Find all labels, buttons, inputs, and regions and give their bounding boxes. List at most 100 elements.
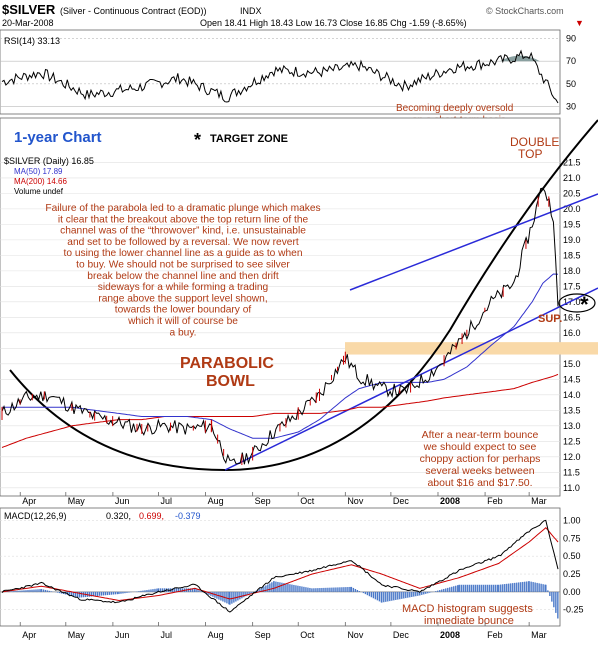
- bounce-note-line: about $16 and $17.50.: [427, 477, 532, 489]
- chart-title: 1-year Chart: [14, 129, 102, 146]
- down-arrow-icon: ▼: [575, 18, 584, 28]
- ma50-line: [2, 273, 559, 439]
- x-tick-label: Jul: [160, 496, 172, 506]
- x-tick-label: Sep: [255, 496, 271, 506]
- commentary-text: Failure of the parabola led to a dramati…: [45, 203, 320, 338]
- price-tick-label: 20.0: [563, 204, 581, 214]
- parabolic-label: PARABOLIC: [180, 355, 274, 372]
- x-tick-label: Nov: [347, 630, 364, 640]
- x-tick-label: Nov: [347, 496, 364, 506]
- price-tick-label: 19.5: [563, 219, 581, 229]
- legend-volume: Volume undef: [14, 187, 64, 196]
- x-tick-label: May: [68, 630, 86, 640]
- double-top-label-line2: TOP: [518, 147, 542, 161]
- rsi-label: RSI(14) 33.13: [4, 36, 60, 46]
- legend-ma200: MA(200) 14.66: [14, 177, 67, 186]
- signal-value: 0.699,: [139, 511, 164, 521]
- rsi-tick-label: 90: [566, 34, 576, 44]
- x-tick-label: Feb: [487, 496, 503, 506]
- price-tick-label: 16.5: [563, 312, 581, 322]
- rsi-line: [1, 49, 559, 104]
- macd-tick-label: 1.00: [563, 516, 581, 526]
- price-tick-label: 18.5: [563, 250, 581, 260]
- watermark: © StockCharts.com: [486, 6, 564, 16]
- macd-line: [1, 519, 559, 613]
- commentary-line: sideways for a while forming a trading: [98, 282, 269, 293]
- double-top-label-line1: DOUBLE: [510, 135, 559, 149]
- bounce-note-line: several weeks between: [425, 465, 534, 477]
- commentary-line: range above the support level shown,: [98, 293, 267, 304]
- commentary-line: a buy.: [170, 327, 197, 338]
- commentary-line: towards the lower boundary of: [115, 305, 252, 316]
- x-tick-label: 2008: [440, 630, 460, 640]
- legend-price: $SILVER (Daily) 16.85: [4, 156, 94, 166]
- target-star: *: [580, 292, 589, 317]
- price-tick-label: 12.5: [563, 436, 581, 446]
- rsi-panel: 30 50 70 90 RSI(14) 33.13 Becoming deeply o…: [0, 29, 576, 126]
- support-band: [345, 342, 598, 355]
- price-tick-label: 11.5: [563, 467, 580, 477]
- price-panel: 11.011.512.012.513.013.514.014.515.015.5…: [0, 117, 598, 497]
- x-tick-label: Aug: [208, 630, 224, 640]
- price-tick-label: 21.5: [563, 157, 581, 167]
- x-tick-label: Feb: [487, 630, 503, 640]
- bounce-note-line: we should expect to see: [423, 441, 537, 453]
- price-frame: [0, 117, 561, 497]
- upper-channel-line: [349, 193, 598, 291]
- price-tick-label: 12.0: [563, 452, 581, 462]
- lower-channel-line: [224, 287, 598, 471]
- exchange-label: INDX: [240, 6, 262, 16]
- price-tick-label: 20.5: [563, 188, 581, 198]
- commentary-line: Failure of the parabola led to a dramati…: [45, 203, 320, 214]
- legend-ma50: MA(50) 17.89: [14, 167, 63, 176]
- x-tick-label: Apr: [22, 630, 36, 640]
- macd-panel: -0.250.000.250.500.751.00 MACD(12,26,9) …: [0, 507, 584, 627]
- x-tick-label: Mar: [531, 630, 547, 640]
- target-marker: *: [194, 130, 201, 150]
- price-tick-label: 15.0: [563, 359, 581, 369]
- price-tick-label: 14.5: [563, 374, 581, 384]
- bounce-note-line: choppy action for perhaps: [420, 453, 541, 465]
- price-tick-label: 13.5: [563, 405, 581, 415]
- price-tick-label: 11.0: [563, 483, 580, 493]
- commentary-line: it clear that the breakout above the top…: [58, 214, 309, 225]
- symbol-label: $SILVER: [2, 2, 56, 17]
- rsi-frame: [0, 29, 561, 115]
- x-tick-label: Oct: [300, 630, 315, 640]
- x-tick-label: Mar: [531, 496, 547, 506]
- macd-tick-label: 0.50: [563, 551, 581, 561]
- target-circle: [558, 293, 596, 313]
- macd-label-prefix: MACD(12,26,9): [4, 511, 67, 521]
- macd-tick-label: 0.75: [563, 533, 581, 543]
- price-tick-label: 17.0: [563, 297, 581, 307]
- price-tick-label: 13.0: [563, 421, 581, 431]
- price-tick-label: 21.0: [563, 173, 581, 183]
- x-tick-label: Jul: [160, 630, 172, 640]
- price-tick-label: 16.0: [563, 328, 581, 338]
- description-label: (Silver - Continuous Contract (EOD)): [60, 6, 207, 16]
- macd-annotation-line2: immediate bounce: [424, 615, 514, 627]
- macd-tick-label: 0.00: [563, 587, 581, 597]
- commentary-line: break below the channel line and then dr…: [87, 271, 279, 282]
- x-tick-label: Apr: [22, 496, 36, 506]
- rsi-tick-label: 30: [566, 101, 576, 111]
- commentary-line: to using the lower channel line as a gui…: [64, 248, 303, 259]
- x-tick-label: Oct: [300, 496, 315, 506]
- commentary-line: to buy. We should not be surprised to se…: [76, 260, 290, 271]
- support-label: SUP.: [538, 313, 562, 325]
- quote-line: Open 18.41 High 18.43 Low 16.73 Close 16…: [200, 18, 467, 28]
- bounce-note-line: After a near-term bounce: [422, 429, 539, 441]
- parabolic-bowl-curve: [9, 119, 598, 472]
- commentary-line: channel was of the “throwover” kind, i.e…: [60, 226, 306, 237]
- x-tick-label: 2008: [440, 496, 460, 506]
- macd-tick-label: -0.25: [563, 605, 584, 615]
- bowl-label: BOWL: [206, 373, 255, 390]
- ma200-line: [1, 373, 559, 448]
- x-tick-label: Sep: [255, 630, 271, 640]
- rsi-annotation-line1: Becoming deeply oversold: [396, 103, 513, 114]
- x-tick-label: Dec: [393, 496, 410, 506]
- price-tick-label: 17.5: [563, 281, 581, 291]
- date-label: 20-Mar-2008: [2, 18, 54, 28]
- histogram-value: -0.379: [175, 511, 201, 521]
